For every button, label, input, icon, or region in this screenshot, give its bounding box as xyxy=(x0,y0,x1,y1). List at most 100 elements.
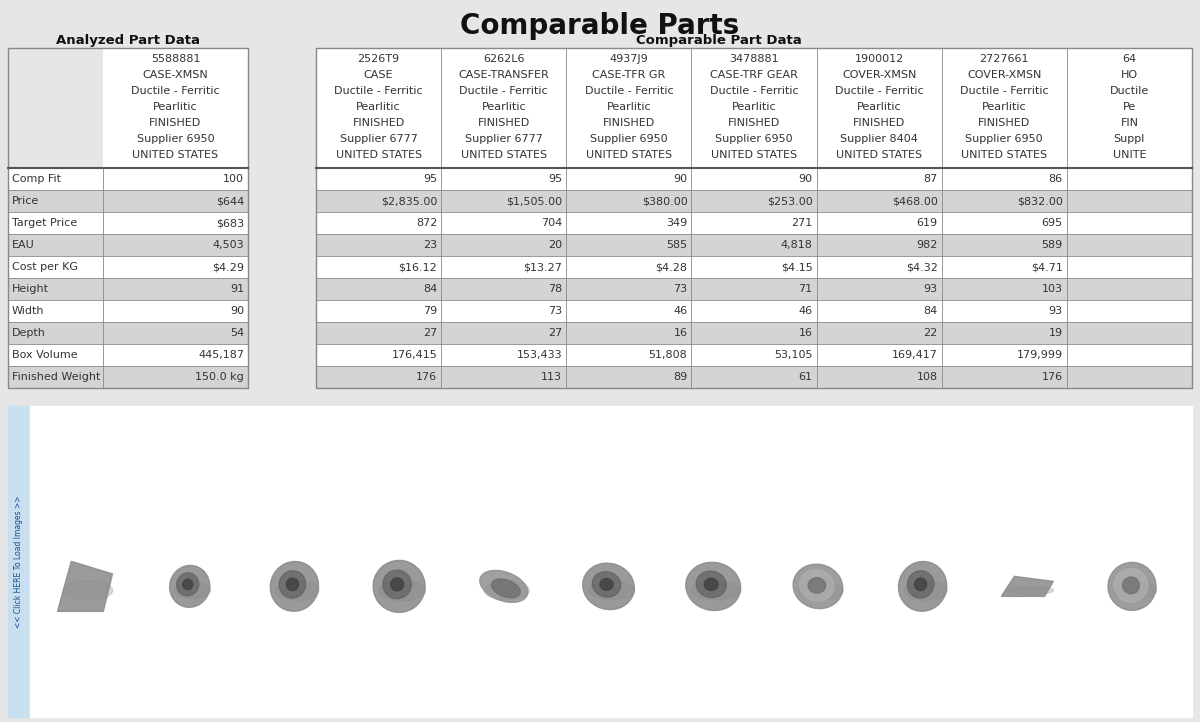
Text: Ductile - Ferritic: Ductile - Ferritic xyxy=(584,86,673,96)
Bar xyxy=(442,278,566,300)
Bar xyxy=(691,344,816,366)
Ellipse shape xyxy=(391,578,403,591)
Text: UNITED STATES: UNITED STATES xyxy=(336,150,421,160)
Text: Pearlitic: Pearlitic xyxy=(982,103,1026,112)
Bar xyxy=(816,48,942,168)
Text: FINISHED: FINISHED xyxy=(149,118,202,129)
Ellipse shape xyxy=(1114,569,1148,602)
Text: 153,433: 153,433 xyxy=(517,350,563,360)
Text: 54: 54 xyxy=(230,328,244,338)
Ellipse shape xyxy=(1007,586,1054,594)
Bar xyxy=(942,278,1067,300)
Text: COVER-XMSN: COVER-XMSN xyxy=(967,70,1042,80)
Text: EAU: EAU xyxy=(12,240,35,250)
Bar xyxy=(816,190,942,212)
Text: Comparable Parts: Comparable Parts xyxy=(461,12,739,40)
Bar xyxy=(816,256,942,278)
Bar xyxy=(816,234,942,256)
Bar xyxy=(816,366,942,388)
Text: 2727661: 2727661 xyxy=(979,54,1030,64)
Bar xyxy=(442,234,566,256)
Ellipse shape xyxy=(691,580,740,600)
Bar xyxy=(103,278,248,300)
Text: Ductile - Ferritic: Ductile - Ferritic xyxy=(131,86,220,96)
Text: UNITED STATES: UNITED STATES xyxy=(710,150,797,160)
Bar xyxy=(1067,48,1192,168)
Text: UNITED STATES: UNITED STATES xyxy=(961,150,1048,160)
Text: $832.00: $832.00 xyxy=(1016,196,1063,206)
Bar xyxy=(816,212,942,234)
Text: Pe: Pe xyxy=(1123,103,1136,112)
Text: 90: 90 xyxy=(798,174,812,184)
Text: 4937J9: 4937J9 xyxy=(610,54,648,64)
Text: Depth: Depth xyxy=(12,328,46,338)
Text: $2,835.00: $2,835.00 xyxy=(380,196,437,206)
Bar xyxy=(942,300,1067,322)
Ellipse shape xyxy=(379,580,426,601)
Bar xyxy=(8,48,248,388)
Bar xyxy=(8,168,103,190)
Text: 89: 89 xyxy=(673,372,688,382)
Bar xyxy=(8,366,103,388)
Ellipse shape xyxy=(808,578,826,593)
Bar xyxy=(103,344,248,366)
Bar xyxy=(566,366,691,388)
Bar xyxy=(316,344,442,366)
Text: 95: 95 xyxy=(424,174,437,184)
Bar xyxy=(566,48,691,168)
Bar xyxy=(442,168,566,190)
Text: 91: 91 xyxy=(230,284,244,294)
Text: $380.00: $380.00 xyxy=(642,196,688,206)
Bar xyxy=(1067,256,1192,278)
Ellipse shape xyxy=(287,578,299,591)
Ellipse shape xyxy=(1114,580,1157,600)
Text: 51,808: 51,808 xyxy=(649,350,688,360)
Text: 16: 16 xyxy=(798,328,812,338)
Text: 179,999: 179,999 xyxy=(1016,350,1063,360)
Bar xyxy=(691,168,816,190)
Text: 176: 176 xyxy=(1042,372,1063,382)
Bar xyxy=(316,322,442,344)
Text: $468.00: $468.00 xyxy=(892,196,937,206)
Text: $13.27: $13.27 xyxy=(523,262,563,272)
Bar xyxy=(942,190,1067,212)
Ellipse shape xyxy=(169,565,210,607)
Text: 78: 78 xyxy=(548,284,563,294)
Text: Pearlitic: Pearlitic xyxy=(356,103,401,112)
Text: $1,505.00: $1,505.00 xyxy=(506,196,563,206)
Bar xyxy=(691,278,816,300)
Text: 271: 271 xyxy=(791,218,812,228)
Bar xyxy=(316,234,442,256)
Text: $4.29: $4.29 xyxy=(212,262,244,272)
Bar xyxy=(816,300,942,322)
Ellipse shape xyxy=(270,562,318,612)
Text: Box Volume: Box Volume xyxy=(12,350,78,360)
Bar xyxy=(8,300,103,322)
Bar xyxy=(316,300,442,322)
Ellipse shape xyxy=(1123,577,1140,593)
Bar xyxy=(566,212,691,234)
Text: 113: 113 xyxy=(541,372,563,382)
Bar xyxy=(103,190,248,212)
Ellipse shape xyxy=(480,570,528,602)
Bar xyxy=(103,322,248,344)
Text: UNITED STATES: UNITED STATES xyxy=(586,150,672,160)
Text: 872: 872 xyxy=(415,218,437,228)
Text: FINISHED: FINISHED xyxy=(728,118,780,129)
Text: 90: 90 xyxy=(673,174,688,184)
Bar xyxy=(816,344,942,366)
Bar xyxy=(942,322,1067,344)
Ellipse shape xyxy=(383,570,412,599)
Text: 87: 87 xyxy=(924,174,937,184)
Text: 176: 176 xyxy=(416,372,437,382)
Bar xyxy=(316,168,442,190)
Bar xyxy=(942,344,1067,366)
Text: 108: 108 xyxy=(917,372,937,382)
Ellipse shape xyxy=(588,581,635,599)
Bar xyxy=(816,322,942,344)
Text: 6262L6: 6262L6 xyxy=(482,54,524,64)
Bar xyxy=(691,212,816,234)
Text: 61: 61 xyxy=(798,372,812,382)
Text: Finished Weight: Finished Weight xyxy=(12,372,101,382)
Text: 1900012: 1900012 xyxy=(854,54,904,64)
